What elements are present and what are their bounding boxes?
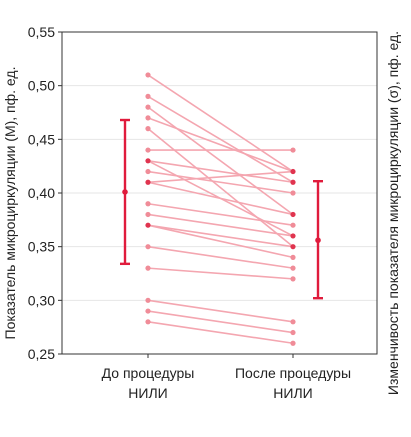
data-point [145,308,151,314]
error-bars [120,118,323,300]
pair-line [147,213,294,237]
y-tick-label: 0,40 [28,185,55,201]
data-point [290,190,296,196]
data-point [145,319,151,325]
data-point [145,72,151,78]
data-point [290,265,296,271]
data-point [145,147,151,153]
data-point [290,254,296,260]
y-axis-label-right: Изменчивость показателя микроциркуляции … [385,31,401,395]
x-category-label: После процедуры НИЛИ [235,365,351,401]
pair-line [147,321,294,345]
pair-line [147,127,294,248]
data-point [145,104,151,110]
data-point [145,93,151,99]
data-point [290,147,296,153]
pair-line [147,74,294,173]
pair-line [147,181,294,216]
y-axis-ticks: 0,25 0,30 0,35 0,40 0,45 0,50 0,55 [28,24,62,362]
y-axis-label: Показатель микроциркуляции (М), пф. ед. [2,67,18,340]
data-point [145,126,151,132]
pair-line [147,117,294,173]
pair-line [147,160,294,184]
data-point [145,158,151,164]
mean-point [122,189,128,195]
pair-line [147,95,294,183]
data-point [145,222,151,228]
data-point [145,115,151,121]
mean-point [315,237,321,244]
pair-line [147,170,294,194]
pair-line [147,106,294,216]
data-point [145,297,151,303]
pair-line [147,202,294,226]
y-tick-label: 0,35 [28,239,55,255]
data-point [290,276,296,282]
y-tick-label: 0,55 [28,24,55,40]
y-tick-label: 0,30 [28,292,55,308]
data-point [290,211,296,218]
data-point [290,244,296,250]
data-points [145,72,296,346]
y-tick-label: 0,25 [28,346,55,362]
paired-lines [147,74,294,345]
data-point [145,168,151,175]
data-point [290,329,296,336]
data-point [290,319,296,325]
data-point [290,222,296,228]
data-point [290,179,296,185]
pair-line [147,267,294,280]
x-axis-categories: До процедуры НИЛИ После процедуры НИЛИ [102,354,351,401]
x-category-label: До процедуры НИЛИ [102,365,195,401]
data-point [145,244,151,250]
data-point [290,233,296,239]
data-point [145,201,151,207]
pair-line [147,310,294,334]
pair-line [147,245,294,269]
data-point [145,265,151,271]
data-point [145,179,151,185]
data-point [145,211,151,218]
data-point [290,168,296,175]
pair-line [147,224,294,259]
pair-line [147,299,294,323]
y-tick-label: 0,45 [28,131,55,147]
pair-line [147,224,294,248]
pair-line [147,170,294,184]
data-point [290,340,296,346]
y-tick-label: 0,50 [28,78,55,94]
